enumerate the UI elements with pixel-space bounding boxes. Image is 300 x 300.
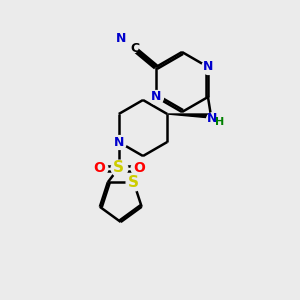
Text: N: N <box>207 112 217 125</box>
Text: S: S <box>113 160 124 175</box>
Text: C: C <box>130 43 140 56</box>
Text: N: N <box>116 32 126 46</box>
Text: H: H <box>215 117 225 127</box>
Text: O: O <box>133 161 145 175</box>
Text: N: N <box>114 136 124 148</box>
Text: S: S <box>128 175 139 190</box>
Text: N: N <box>151 91 161 103</box>
Text: N: N <box>203 61 213 74</box>
Text: O: O <box>93 161 105 175</box>
Polygon shape <box>167 114 211 118</box>
